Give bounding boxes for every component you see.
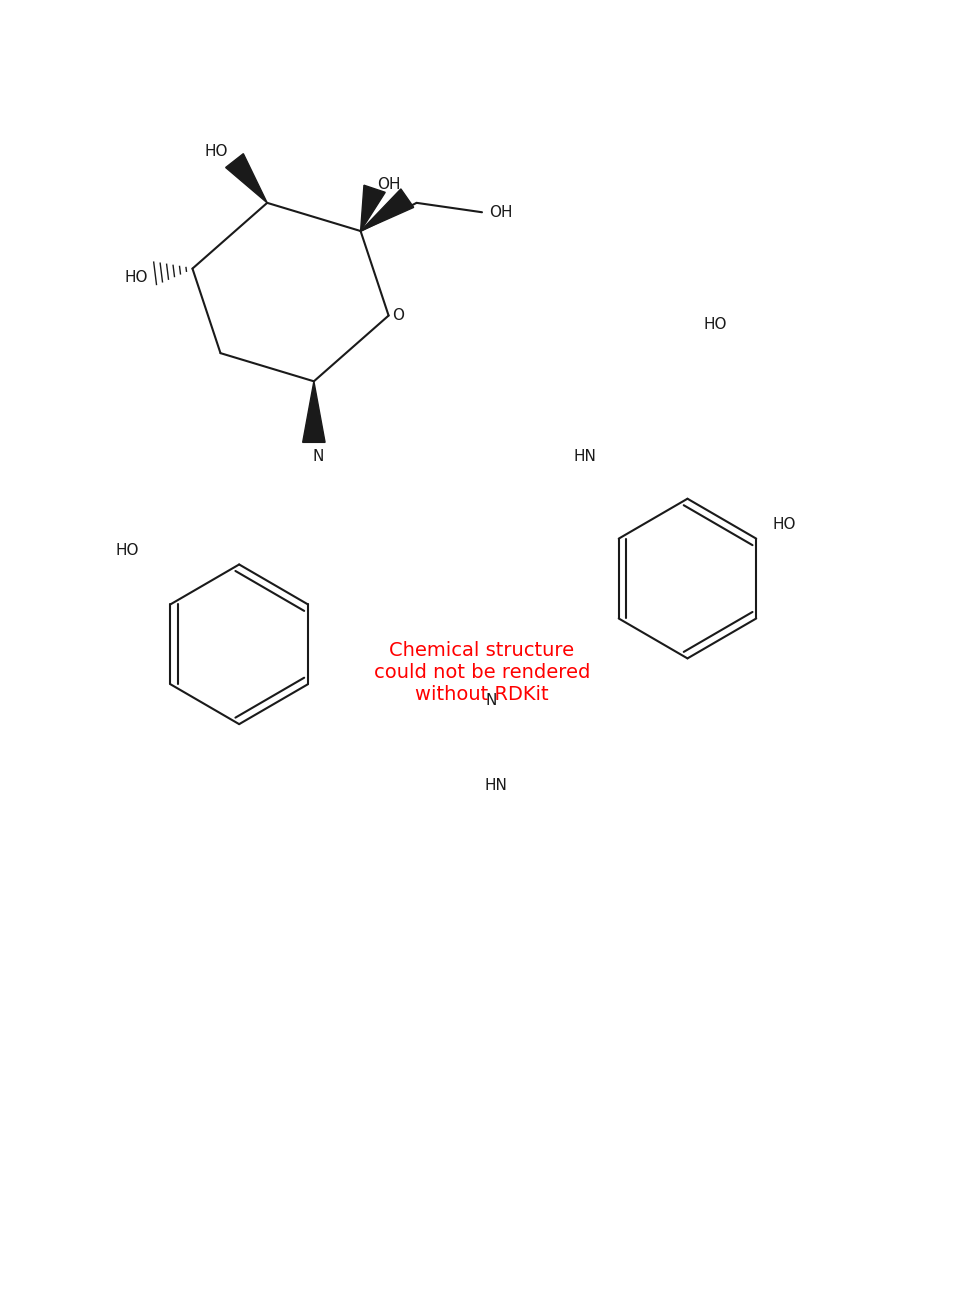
Text: HO: HO — [124, 270, 148, 286]
Text: HN: HN — [574, 449, 596, 463]
Polygon shape — [303, 382, 325, 443]
Text: OH: OH — [489, 205, 513, 219]
Text: HO: HO — [772, 517, 796, 532]
Text: HO: HO — [116, 543, 139, 558]
Text: N: N — [486, 693, 497, 709]
Polygon shape — [361, 186, 386, 231]
Text: O: O — [392, 308, 404, 323]
Text: N: N — [313, 449, 324, 463]
Text: HO: HO — [204, 144, 228, 158]
Text: Chemical structure
could not be rendered
without RDKit: Chemical structure could not be rendered… — [374, 641, 590, 704]
Polygon shape — [226, 153, 267, 202]
Text: HN: HN — [485, 778, 507, 793]
Text: OH: OH — [377, 177, 400, 192]
Polygon shape — [361, 190, 414, 231]
Text: HO: HO — [704, 318, 727, 332]
